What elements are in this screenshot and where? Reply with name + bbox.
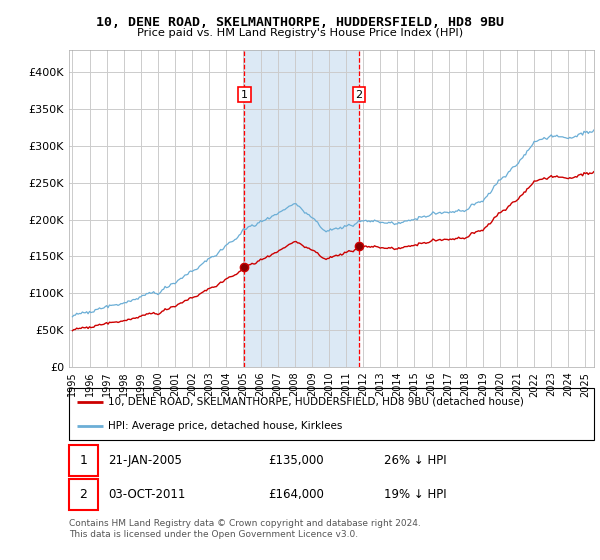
- Text: 10, DENE ROAD, SKELMANTHORPE, HUDDERSFIELD, HD8 9BU (detached house): 10, DENE ROAD, SKELMANTHORPE, HUDDERSFIE…: [109, 397, 524, 407]
- Text: £164,000: £164,000: [269, 488, 325, 501]
- Text: HPI: Average price, detached house, Kirklees: HPI: Average price, detached house, Kirk…: [109, 421, 343, 431]
- Text: 2: 2: [355, 90, 362, 100]
- Text: 03-OCT-2011: 03-OCT-2011: [109, 488, 186, 501]
- Text: 26% ↓ HPI: 26% ↓ HPI: [384, 454, 446, 466]
- Text: 2: 2: [79, 488, 87, 501]
- Text: Contains HM Land Registry data © Crown copyright and database right 2024.
This d: Contains HM Land Registry data © Crown c…: [69, 519, 421, 539]
- Text: 1: 1: [241, 90, 248, 100]
- Text: 21-JAN-2005: 21-JAN-2005: [109, 454, 182, 466]
- FancyBboxPatch shape: [69, 445, 98, 476]
- Text: 19% ↓ HPI: 19% ↓ HPI: [384, 488, 446, 501]
- FancyBboxPatch shape: [69, 479, 98, 510]
- Text: 1: 1: [79, 454, 87, 466]
- Text: Price paid vs. HM Land Registry's House Price Index (HPI): Price paid vs. HM Land Registry's House …: [137, 28, 463, 38]
- Bar: [244, 50, 359, 367]
- Text: 10, DENE ROAD, SKELMANTHORPE, HUDDERSFIELD, HD8 9BU: 10, DENE ROAD, SKELMANTHORPE, HUDDERSFIE…: [96, 16, 504, 29]
- Text: £135,000: £135,000: [269, 454, 324, 466]
